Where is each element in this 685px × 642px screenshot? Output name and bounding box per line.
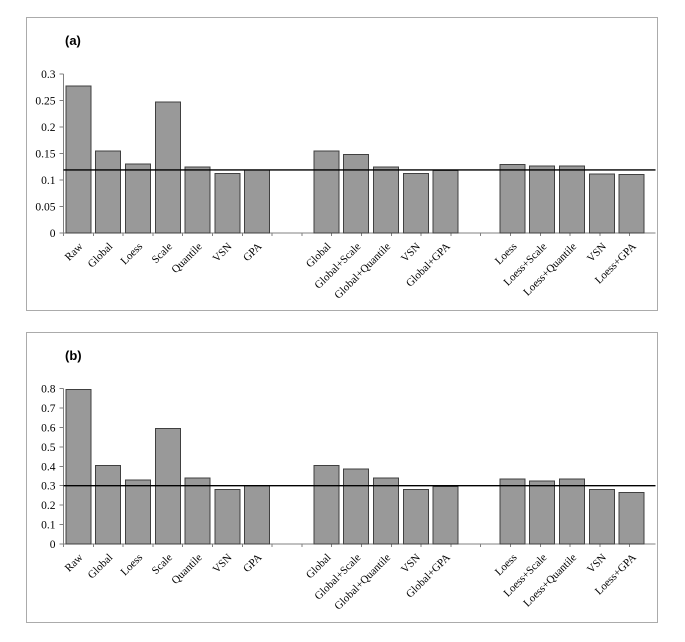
bar (313, 150, 340, 234)
y-tick-label: 0 (50, 539, 56, 551)
y-tick-label: 0.6 (41, 422, 56, 434)
bar (125, 163, 151, 234)
panel-label-b: (b) (65, 348, 82, 363)
bar (559, 478, 585, 545)
y-tick-label: 0.1 (41, 520, 56, 532)
chart-panel-b: (b) 0 0.1 0.2 0.3 0.4 0.5 0.6 0.7 0.8 Raw Global Lo… (26, 332, 658, 623)
bar (588, 173, 615, 234)
bar (529, 165, 556, 234)
bar (588, 489, 615, 545)
x-category-label: Scale (150, 552, 175, 577)
x-category-label: Loess (118, 552, 145, 579)
bar (343, 154, 370, 234)
y-tick-label: 0.2 (41, 500, 56, 512)
bar (343, 468, 370, 545)
bar (154, 101, 181, 234)
x-category-label: Raw (63, 241, 86, 264)
y-tick-label: 0.1 (41, 175, 56, 187)
x-category-label: Quantile (169, 241, 204, 276)
chart-panel-a: (a) 0 0.05 0.1 0.15 0.2 0.25 0.3 Raw Global Loess… (26, 17, 658, 311)
bar (95, 150, 122, 234)
x-category-label: VSN (585, 552, 609, 576)
bar (373, 166, 399, 234)
bar (244, 485, 271, 545)
bar (313, 464, 340, 545)
bar (125, 479, 151, 545)
panel-label-a: (a) (65, 33, 81, 48)
bar (402, 489, 429, 545)
x-category-label: VSN (585, 241, 609, 265)
y-tick-label: 0.5 (41, 442, 56, 454)
bar (184, 477, 211, 545)
x-category-label: Loess+Quantile (521, 552, 579, 610)
y-tick-label: 0 (50, 228, 56, 240)
bar (499, 478, 526, 545)
y-tick-label: 0.3 (41, 481, 56, 493)
x-category-label: Global (86, 552, 116, 582)
y-tick-label: 0.25 (35, 96, 55, 108)
x-category-label: Loess (493, 241, 520, 268)
x-category-label: Loess (118, 241, 145, 268)
x-category-label: Loess+Quantile (521, 241, 579, 299)
bar (432, 169, 459, 234)
x-category-label: GPA (241, 552, 264, 575)
bar (373, 477, 399, 545)
bar (529, 480, 556, 545)
x-category-label: Raw (63, 552, 86, 575)
x-category-label: VSN (210, 552, 234, 576)
bar (184, 166, 211, 234)
bar (95, 464, 122, 545)
y-tick-label: 0.15 (35, 149, 55, 161)
bar (499, 164, 526, 234)
bar (214, 173, 241, 234)
bar (65, 388, 92, 545)
y-tick-label: 0.7 (41, 403, 56, 415)
x-category-label: VSN (399, 241, 423, 265)
x-category-label: Loess (493, 552, 520, 579)
x-category-label: VSN (399, 552, 423, 576)
x-category-label: Scale (150, 241, 175, 266)
bar (244, 169, 271, 234)
x-category-label: VSN (210, 241, 234, 265)
x-category-label: Global (86, 241, 116, 271)
y-tick-label: 0.4 (41, 461, 56, 473)
x-category-label: Quantile (169, 552, 204, 587)
y-tick-label: 0.3 (41, 69, 56, 81)
bar (402, 173, 429, 234)
y-tick-label: 0.2 (41, 122, 56, 134)
y-tick-label: 0.8 (41, 384, 56, 396)
y-tick-label: 0.05 (35, 202, 55, 214)
bar (214, 489, 241, 545)
bar (65, 85, 92, 234)
x-category-label: GPA (241, 241, 264, 264)
bar (618, 174, 645, 234)
bar (432, 486, 459, 545)
bar (559, 165, 585, 234)
bar (618, 491, 645, 545)
